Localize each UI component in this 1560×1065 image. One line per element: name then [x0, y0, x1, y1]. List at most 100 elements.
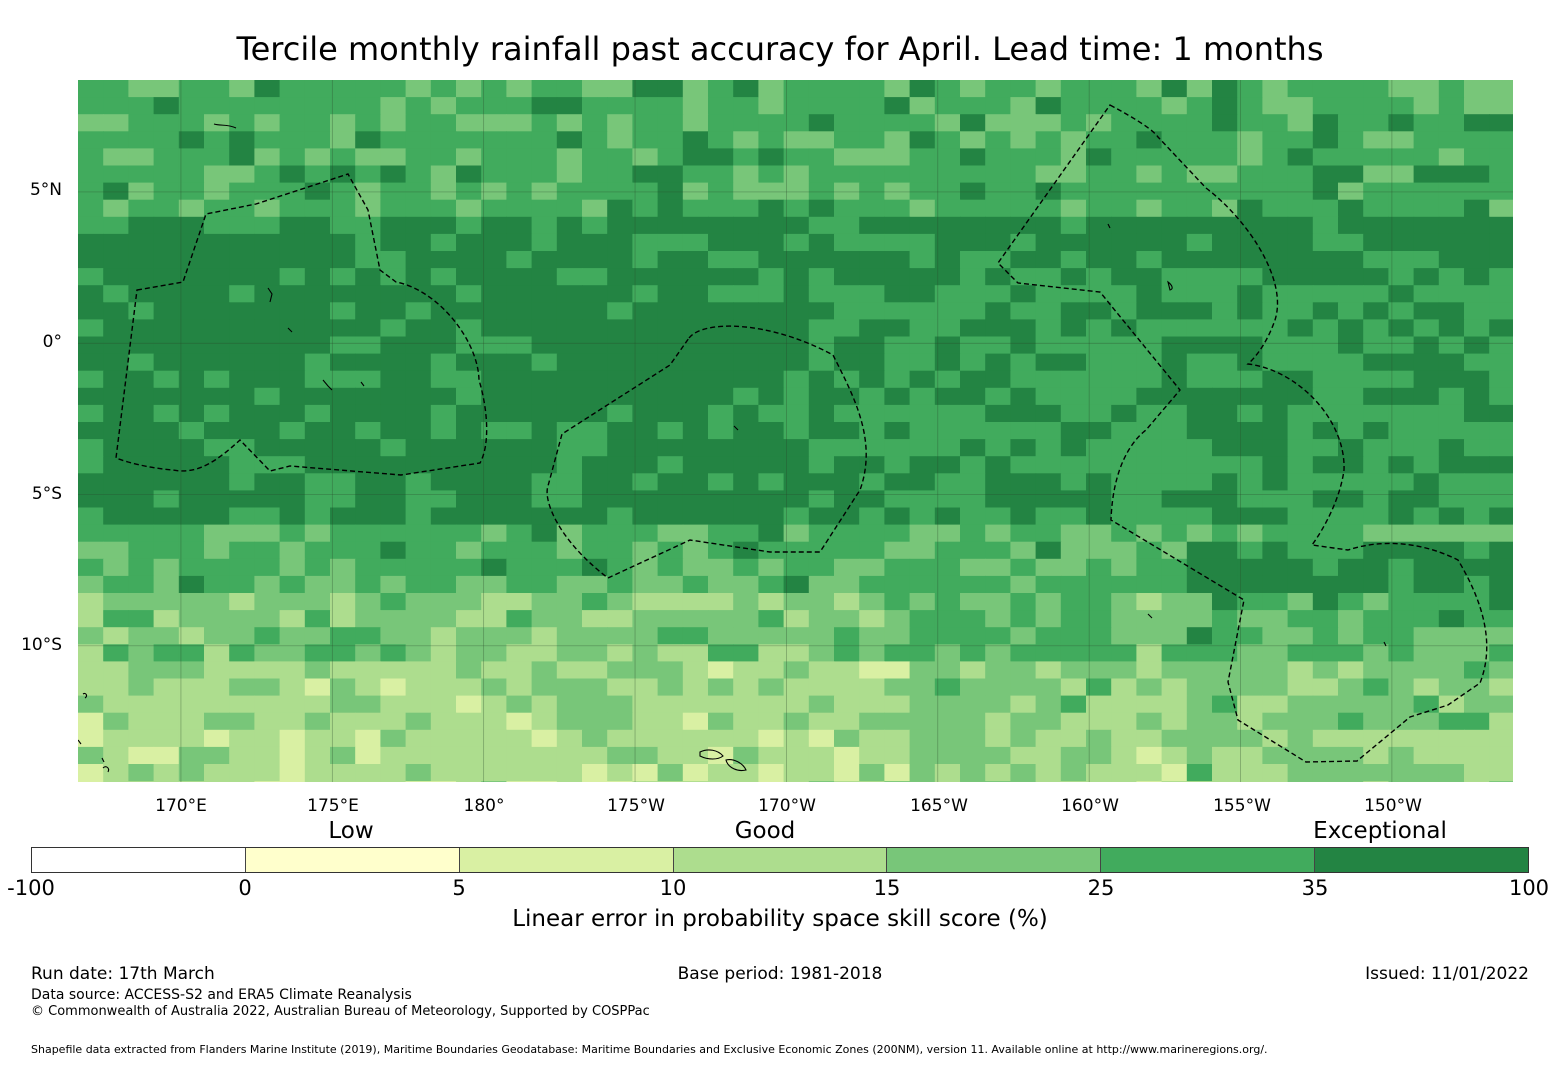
skill-cell [859, 404, 885, 423]
skill-cell [1464, 473, 1490, 491]
skill-cell [229, 661, 255, 680]
skill-cell [430, 627, 457, 645]
skill-cell [632, 285, 659, 303]
skill-cell [1363, 251, 1389, 269]
skill-cell [1035, 764, 1062, 782]
skill-cell [1212, 627, 1238, 645]
skill-cell [607, 319, 633, 338]
skill-cell [1388, 781, 1415, 782]
skill-cell [682, 319, 709, 338]
skill-cell [456, 404, 482, 423]
skill-cell [1464, 199, 1490, 218]
skill-cell [1338, 593, 1364, 611]
skill-cell [456, 80, 482, 98]
skill-cell [1212, 353, 1238, 372]
skill-cell [1413, 131, 1440, 149]
skill-cell [103, 370, 129, 389]
skill-cell [531, 131, 558, 149]
skill-cell [531, 216, 558, 235]
skill-cell [304, 610, 331, 628]
skill-cell [808, 131, 835, 149]
skill-cell [733, 285, 759, 303]
skill-cell [330, 182, 356, 201]
skill-cell [304, 575, 331, 594]
skill-cell [481, 695, 507, 714]
skill-cell [607, 233, 633, 252]
skill-cell [355, 404, 381, 423]
skill-cell [1338, 695, 1364, 714]
skill-cell [1338, 114, 1364, 132]
skill-cell [909, 114, 936, 132]
skill-cell [909, 182, 936, 201]
skill-cell [682, 644, 709, 662]
skill-cell [1136, 712, 1163, 731]
skill-cell [859, 456, 885, 474]
skill-cell [1312, 387, 1339, 406]
skill-cell [556, 507, 583, 526]
skill-cell [657, 593, 684, 611]
skill-cell [178, 764, 205, 782]
skill-cell [128, 268, 155, 286]
skill-cell [1438, 182, 1465, 201]
skill-cell [1413, 507, 1440, 526]
skill-cell [582, 558, 608, 577]
skill-cell [834, 336, 860, 355]
skill-cell [1438, 216, 1465, 235]
skill-cell [330, 678, 356, 697]
skill-cell [1363, 541, 1389, 560]
skill-cell [1212, 558, 1238, 577]
skill-cell [1136, 627, 1163, 645]
skill-cell [1010, 165, 1037, 184]
skill-cell [556, 199, 583, 218]
skill-cell [330, 285, 356, 303]
skill-cell [859, 593, 885, 611]
skill-cell [128, 285, 155, 303]
skill-cell [254, 302, 281, 320]
skill-cell [481, 575, 507, 594]
skill-cell [1312, 575, 1339, 594]
skill-cell [1388, 712, 1415, 731]
skill-cell [355, 729, 381, 748]
skill-cell [330, 131, 356, 149]
skill-map[interactable] [78, 80, 1513, 782]
skill-cell [934, 302, 961, 320]
skill-cell [1338, 746, 1364, 765]
skill-cell [808, 627, 835, 645]
skill-cell [808, 216, 835, 235]
skill-cell [128, 422, 155, 440]
skill-cell [1111, 712, 1137, 731]
skill-cell [708, 490, 734, 509]
skill-cell [128, 148, 155, 167]
skill-cell [1413, 439, 1440, 457]
skill-cell [1338, 268, 1364, 286]
skill-cell [279, 131, 306, 149]
skill-cell [1413, 524, 1440, 543]
skill-cell [1438, 148, 1465, 167]
skill-cell [103, 507, 129, 526]
skill-cell [808, 593, 835, 611]
shapefile-credit[interactable]: Shapefile data extracted from Flanders M… [31, 1043, 1268, 1056]
skill-cell [330, 97, 356, 115]
skill-cell [1413, 764, 1440, 782]
skill-cell [1388, 575, 1415, 594]
lon-label: 175°W [607, 796, 665, 816]
skill-cell [834, 165, 860, 184]
kiribati-atoll [1107, 223, 1111, 229]
skill-cell [153, 507, 180, 526]
lon-label: 155°W [1213, 796, 1271, 816]
skill-cell [657, 336, 684, 355]
skill-cell [632, 216, 659, 235]
skill-cell [153, 610, 180, 628]
skill-cell [1212, 404, 1238, 423]
skill-cell [582, 182, 608, 201]
skill-cell [783, 165, 810, 184]
skill-cell [808, 353, 835, 372]
skill-cell [985, 148, 1011, 167]
skill-cell [1464, 216, 1490, 235]
skill-cell [1111, 456, 1137, 474]
skill-cell [582, 712, 608, 731]
skill-cell [985, 661, 1011, 680]
skill-cell [708, 593, 734, 611]
skill-cell [1338, 285, 1364, 303]
skill-cell [128, 216, 155, 235]
